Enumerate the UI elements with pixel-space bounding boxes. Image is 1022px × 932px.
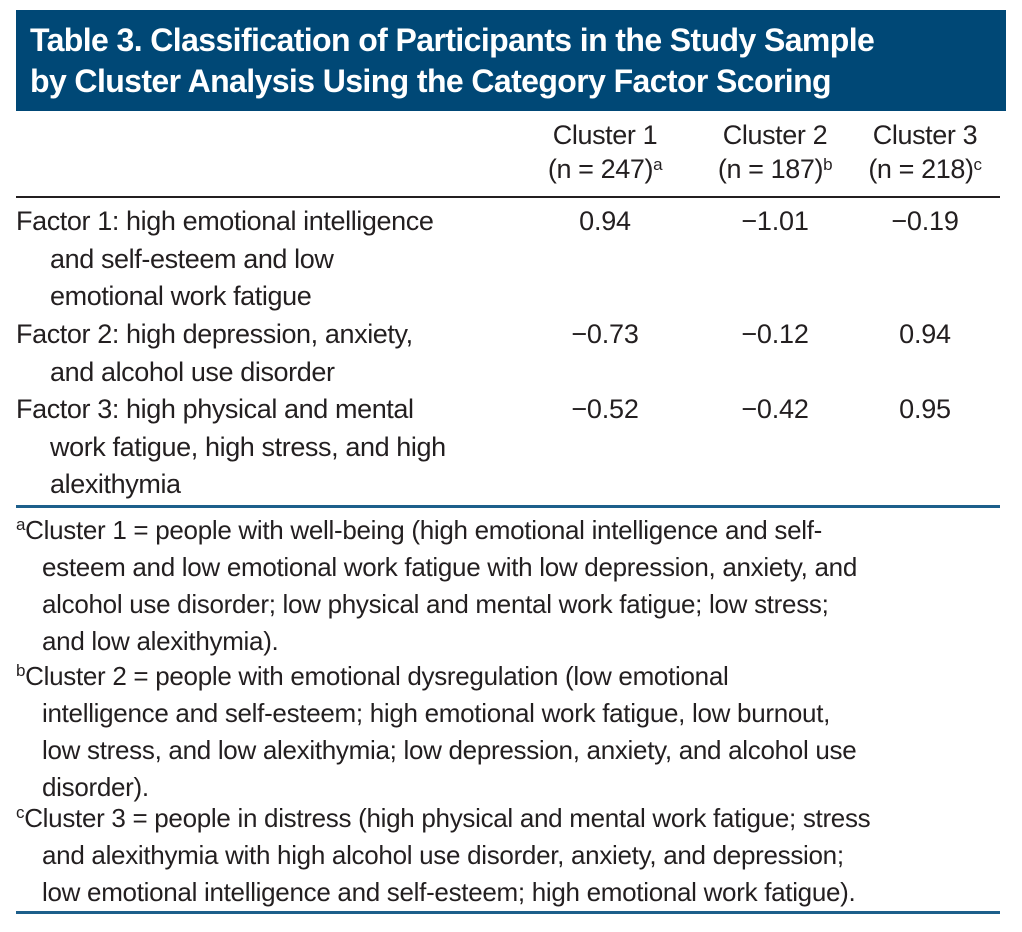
row-label-line: alexithymia [50, 469, 181, 499]
table-row: Factor 1: high emotional intelligence and… [16, 203, 434, 316]
column-n: (n = 218)c [868, 154, 982, 184]
row-label-line: work fatigue, high stress, and high [50, 431, 446, 462]
cell-value: 0.94 [579, 206, 631, 236]
title-line: by Cluster Analysis Using the Category F… [30, 63, 832, 99]
table-bottom-rule [16, 505, 1000, 508]
footnote-mark: c [16, 803, 25, 822]
row-label-line: and alcohol use disorder [50, 356, 335, 387]
row-label-line: Factor 3: high physical and mental [16, 394, 414, 424]
column-label: Cluster 1 [552, 120, 658, 150]
row-label-line: emotional work fatigue [50, 281, 312, 311]
table-row: Factor 2: high depression, anxiety, and a… [16, 316, 413, 391]
column-header-cluster-1: Cluster 1 (n = 247)a [520, 118, 690, 186]
footnote-line: bCluster 2 = people with emotional dysre… [16, 658, 856, 695]
footnote-mark: a [16, 515, 26, 534]
cell-value: −0.73 [571, 319, 639, 349]
title-line: Table 3. Classification of Participants … [30, 22, 875, 58]
cell-value: 0.94 [899, 319, 951, 349]
column-n: (n = 187)b [717, 154, 833, 184]
row-label-line: Factor 2: high depression, anxiety, [16, 319, 413, 349]
footnote-line: low emotional intelligence and self-este… [42, 877, 856, 907]
footnote-line: low stress, and low alexithymia; low dep… [42, 735, 857, 765]
cell-value: −0.19 [891, 206, 959, 236]
footnote-text: Cluster 3 = people in distress (high phy… [24, 803, 871, 833]
column-header-cluster-2: Cluster 2 (n = 187)b [690, 118, 860, 186]
column-label: Cluster 2 [722, 120, 828, 150]
footnote-line: alcohol use disorder; low physical and m… [42, 589, 829, 619]
footnote-line: intelligence and self-esteem; high emoti… [42, 698, 831, 728]
footnote-line: esteem and low emotional work fatigue wi… [42, 552, 858, 582]
row-label-line: and self-esteem and low [50, 243, 334, 274]
table-title: Table 3. Classification of Participants … [16, 10, 1006, 111]
cell-value: −0.12 [741, 319, 809, 349]
row-label-line: Factor 1: high emotional intelligence [16, 206, 434, 236]
footnote: aCluster 1 = people with well-being (hig… [16, 512, 857, 660]
footnote-text: Cluster 1 = people with well-being (high… [25, 515, 823, 545]
cell-value: −0.42 [741, 394, 809, 424]
footnote: bCluster 2 = people with emotional dysre… [16, 658, 857, 806]
footnote-line: and alexithymia with high alcohol use di… [42, 840, 844, 870]
footnote-line: and low alexithymia). [42, 626, 279, 656]
footnote-line: aCluster 1 = people with well-being (hig… [16, 512, 857, 549]
cell-value: 0.95 [899, 394, 951, 424]
cell-value: −1.01 [741, 206, 809, 236]
footnote-text: Cluster 2 = people with emotional dysreg… [25, 661, 729, 691]
column-n: (n = 247)a [547, 154, 663, 184]
header-divider [16, 196, 1000, 198]
cell-value: −0.52 [571, 394, 639, 424]
table-row: Factor 3: high physical and mental work f… [16, 391, 446, 504]
column-header-cluster-3: Cluster 3 (n = 218)c [840, 118, 1010, 186]
footnote-bottom-rule [16, 911, 1000, 914]
footnote-mark: b [16, 661, 26, 680]
footnote-line: cCluster 3 = people in distress (high ph… [16, 800, 871, 837]
footnote-line: disorder). [42, 772, 149, 802]
footnote: cCluster 3 = people in distress (high ph… [16, 800, 871, 911]
column-label: Cluster 3 [872, 120, 978, 150]
